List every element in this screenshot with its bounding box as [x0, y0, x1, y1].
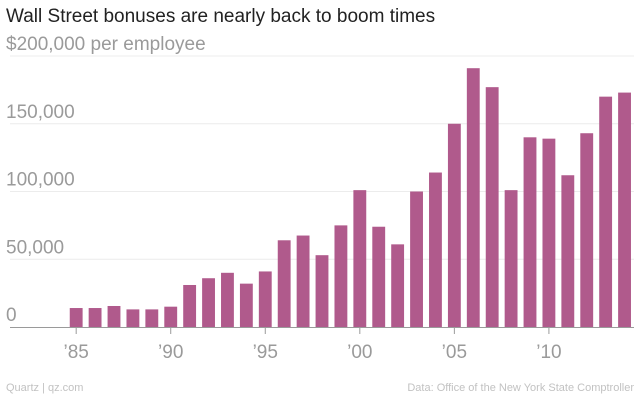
- x-tick-label: ’05: [442, 342, 467, 363]
- y-tick-label: $200,000 per employee: [6, 34, 206, 55]
- bar-1991: [183, 284, 197, 327]
- y-tick-label: 100,000: [6, 170, 75, 191]
- bar-2014: [618, 92, 631, 328]
- x-tick-label: ’85: [64, 342, 89, 363]
- bar-1995: [258, 271, 272, 327]
- bar-1992: [202, 278, 215, 327]
- y-tick-label: 0: [6, 305, 17, 326]
- data-source: Data: Office of the New York State Compt…: [407, 382, 634, 394]
- bar-2007: [485, 87, 499, 327]
- bar-2004: [429, 172, 442, 327]
- bar-1998: [315, 255, 329, 327]
- x-tick-label: ’90: [158, 342, 183, 363]
- bar-1993: [221, 272, 234, 327]
- bar-2013: [599, 96, 613, 328]
- y-tick-label: 50,000: [6, 237, 64, 258]
- bar-2000: [353, 190, 367, 327]
- chart-title: Wall Street bonuses are nearly back to b…: [6, 6, 436, 27]
- bar-2008: [504, 190, 518, 327]
- bar-1988: [126, 309, 140, 327]
- bar-1990: [164, 306, 178, 327]
- bar-2006: [466, 68, 480, 327]
- bar-1996: [277, 240, 291, 327]
- bar-2005: [447, 123, 461, 327]
- x-tick-label: ’00: [347, 342, 372, 363]
- x-tick-label: ’95: [253, 342, 278, 363]
- bar-1987: [107, 305, 121, 327]
- bar-1986: [88, 308, 102, 327]
- bar-2010: [542, 138, 556, 327]
- bar-1985: [69, 308, 83, 327]
- bar-2001: [372, 226, 386, 327]
- bar-2011: [561, 175, 575, 327]
- bar-2009: [523, 137, 537, 327]
- bar-1989: [145, 309, 159, 327]
- bar-2012: [580, 133, 594, 327]
- bar-1994: [239, 283, 253, 327]
- x-tick-label: ’10: [536, 342, 561, 363]
- bar-1999: [334, 225, 348, 327]
- bar-2003: [410, 191, 423, 327]
- source-credit: Quartz | qz.com: [6, 382, 84, 394]
- bar-1997: [296, 235, 310, 327]
- y-tick-label: 150,000: [6, 102, 75, 123]
- bar-2002: [391, 244, 405, 327]
